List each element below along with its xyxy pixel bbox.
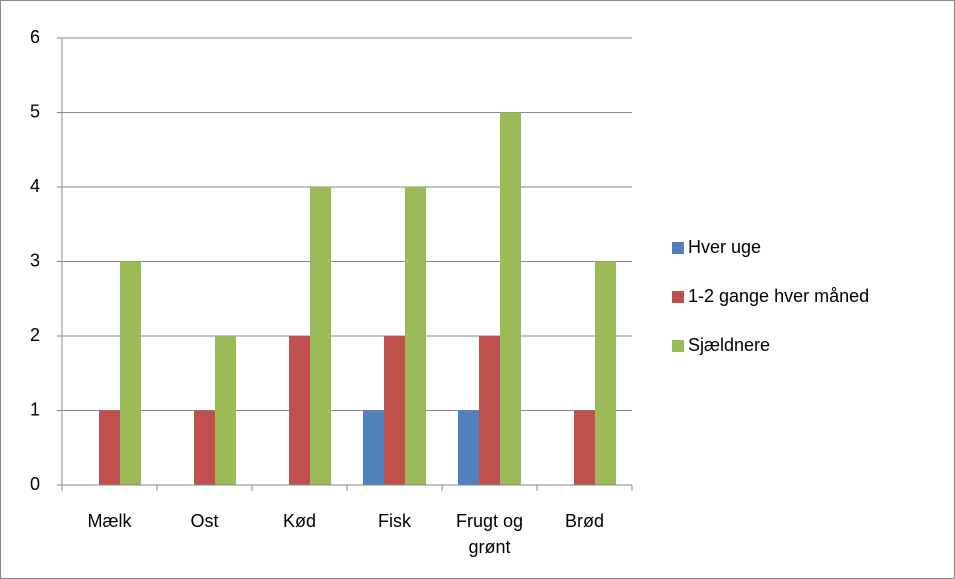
bar (479, 336, 500, 485)
bar (215, 336, 236, 485)
bar (574, 410, 595, 485)
bar (405, 187, 426, 485)
bar (500, 112, 521, 485)
x-tick-label: Frugt og grønt (455, 511, 524, 557)
x-tick-label: Mælk (87, 511, 132, 531)
bar (384, 336, 405, 485)
bar (363, 410, 384, 485)
bar (458, 410, 479, 485)
legend-swatch (672, 242, 684, 254)
y-tick-label: 6 (30, 27, 40, 47)
x-tick-label: Fisk (378, 511, 411, 531)
legend-swatch (672, 340, 684, 352)
x-tick-label: Ost (190, 511, 219, 531)
bar (99, 410, 120, 485)
y-tick-label: 0 (30, 474, 40, 494)
bar (289, 336, 310, 485)
bar (194, 410, 215, 485)
y-tick-label: 2 (30, 325, 40, 345)
y-tick-label: 4 (30, 176, 40, 196)
x-tick-label: Brød (564, 511, 604, 531)
bar (310, 187, 331, 485)
y-tick-label: 3 (30, 250, 40, 270)
x-tick-label: Kød (282, 511, 316, 531)
legend-label: 1-2 gange hver måned (688, 286, 869, 306)
legend-label: Hver uge (688, 237, 761, 257)
bar (120, 261, 141, 485)
legend-swatch (672, 291, 684, 303)
bar (595, 261, 616, 485)
legend-label: Sjældnere (688, 335, 770, 355)
y-tick-label: 1 (30, 399, 40, 419)
y-tick-label: 5 (30, 101, 40, 121)
